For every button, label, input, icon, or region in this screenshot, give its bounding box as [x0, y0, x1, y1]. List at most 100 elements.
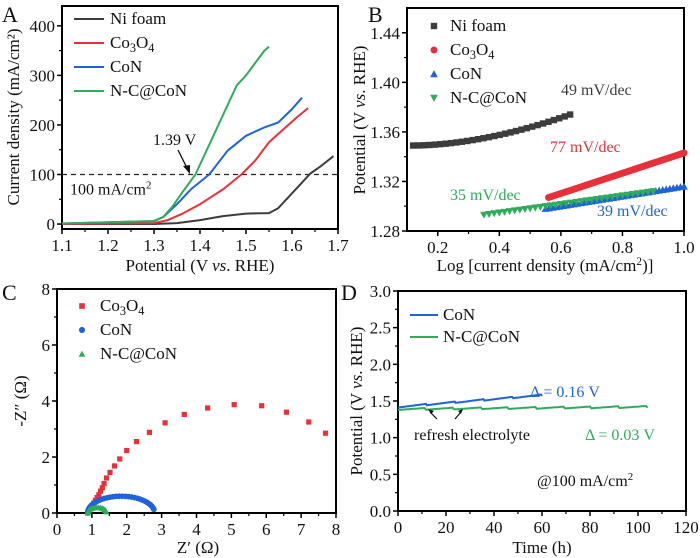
legend-label-nc: N-C@CoN [100, 344, 177, 363]
data-point-co3o4 [259, 403, 265, 409]
y-tick-label: 100 [30, 165, 56, 184]
data-point-nc [546, 202, 555, 210]
series-line-nc [61, 45, 270, 225]
data-point-nc [623, 191, 632, 199]
data-point-co3o4 [205, 405, 211, 411]
legend-marker-co3o4 [79, 303, 85, 309]
data-point-nc [608, 193, 617, 201]
data-point-co3o4 [162, 420, 168, 426]
legend-marker-co3o4 [430, 46, 438, 54]
data-point-nc [603, 194, 611, 202]
panel-b-chart: 0.2 0.4 0.6 0.8 1.0 1.28 1.32 1.36 1.40 1.44Poten… [350, 7, 695, 275]
y-tick-label: 8 [42, 280, 51, 299]
series-line-co3o4 [61, 107, 309, 225]
data-point-ni [566, 111, 574, 118]
data-point-con [150, 506, 157, 513]
arrow-head [183, 165, 190, 174]
tafel-label-con: 39 mV/dec [597, 203, 668, 220]
data-point-ni [496, 131, 503, 139]
data-point-co3o4 [322, 430, 329, 436]
series-line-ni [62, 155, 335, 225]
x-tick-label: 1.7 [327, 236, 349, 255]
data-point-ni [464, 137, 471, 145]
legend-label-nc: N-C@CoN [110, 81, 187, 100]
refresh-arrow-2 [454, 411, 462, 420]
legend-marker-nc [78, 350, 86, 357]
y-tick-label: 0.0 [370, 502, 391, 521]
x-tick-label: 0.2 [427, 238, 448, 257]
data-point-co3o4 [146, 429, 153, 435]
y-tick-label: 2.0 [370, 355, 391, 374]
y-tick-label: 200 [30, 116, 56, 135]
refresh-electrolyte-label: refresh electrolyte [414, 427, 530, 444]
y-tick-label: 1.40 [370, 73, 400, 92]
data-point-nc [521, 205, 529, 214]
data-point-ni [437, 141, 444, 148]
x-tick-label: 40 [486, 518, 503, 537]
tafel-label-co3o4: 77 mV/dec [550, 139, 621, 156]
data-point-ni [534, 121, 541, 129]
data-point-ni [458, 138, 466, 145]
data-point-co3o4 [107, 469, 113, 475]
data-point-nc [567, 199, 575, 207]
y-axis-label: -Z″ (Ω) [11, 375, 30, 426]
series-line-con [397, 393, 543, 409]
data-point-ni [561, 113, 568, 120]
y-tick-label: 4 [42, 392, 51, 411]
data-point-ni [523, 124, 531, 132]
legend-label-nc: N-C@CoN [450, 88, 527, 107]
data-point-ni [415, 142, 422, 149]
legend-label-nc: N-C@CoN [443, 327, 520, 346]
panel-a-chart: 1.1 1.2 1.3 1.4 1.5 1.6 1.7 0 100 200 300 400 Curren… [4, 5, 349, 275]
data-point-nc [618, 192, 627, 200]
x-tick-label: 60 [534, 518, 551, 537]
data-point-co3o4 [96, 492, 102, 498]
data-point-ni [474, 135, 482, 143]
data-point-ni [485, 133, 493, 141]
legend-marker-ni [430, 22, 438, 30]
condition-label: @100 mA/cm2​ [537, 471, 633, 490]
y-tick-label: 0 [42, 504, 51, 523]
x-tick-label: 6 [262, 520, 271, 539]
data-point-nc [516, 206, 524, 214]
data-point-nc [485, 210, 493, 219]
arrow-head [428, 409, 434, 414]
x-tick-label: 1.4 [189, 236, 211, 255]
data-point-nc [587, 196, 596, 204]
y-tick-label: 1.5 [370, 392, 391, 411]
legend-label-co3o4: Co3​O4​ [100, 296, 144, 318]
x-tick-label: 1.0 [673, 238, 694, 257]
data-point-nc [103, 508, 110, 515]
legend-label-con: CoN [110, 57, 142, 76]
panel-label-b: B [368, 2, 383, 27]
panel-c-chart: 0 1 2 3 4 5 6 7 8 0 2 4 6 8 -Z″ (Ω) Z′ (Ω) Co3​O4​ CoN N-C… [11, 280, 340, 557]
data-point-ni [518, 126, 525, 133]
y-tick-label: 2.5 [370, 319, 391, 338]
data-point-ni [545, 118, 552, 126]
data-point-nc [500, 208, 509, 216]
y-tick-label: 0.5 [370, 465, 391, 484]
x-tick-label: 1.1 [51, 236, 72, 255]
data-point-ni [539, 120, 547, 127]
data-point-ni [453, 139, 460, 146]
data-point-nc [582, 197, 591, 205]
data-point-nc [510, 207, 519, 215]
x-tick-label: 0 [53, 520, 62, 539]
data-point-nc [598, 195, 606, 203]
panel-label-a: A [2, 2, 18, 27]
tafel-label-nc: 35 mV/dec [450, 187, 521, 204]
legend-label-co3o4: Co3​O4​ [110, 33, 154, 55]
data-point-co3o4 [97, 488, 104, 494]
data-point-nc [531, 204, 540, 212]
data-point-nc [633, 190, 642, 198]
data-point-ni [507, 129, 514, 136]
legend-label-con: CoN [443, 305, 475, 324]
data-point-nc [536, 203, 545, 211]
data-point-ni [469, 136, 476, 144]
data-point-ni [447, 139, 455, 147]
y-tick-label: 1.32 [370, 172, 400, 191]
point-label-1-39v: 1.39 V [153, 132, 197, 149]
data-point-nc [613, 193, 622, 201]
data-point-co3o4 [680, 149, 688, 157]
data-point-ni [556, 115, 563, 122]
